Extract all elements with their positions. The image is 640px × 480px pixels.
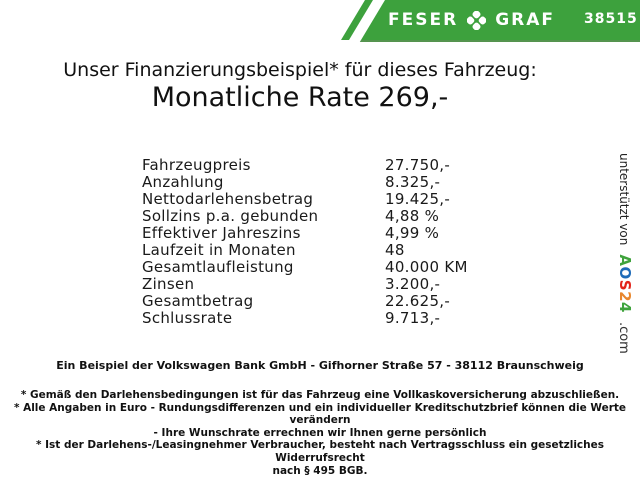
row-value: 8.325,- xyxy=(385,173,441,191)
footnote-line: nach § 495 BGB. xyxy=(272,464,368,477)
row-label: Fahrzeugpreis xyxy=(142,156,251,174)
table-row: Effektiver Jahreszins 4,99 % xyxy=(142,225,502,242)
dealer-number: 38515 xyxy=(584,11,638,27)
row-value: 48 xyxy=(385,241,405,259)
row-label: Schlussrate xyxy=(142,309,233,327)
aos24-domain: .com xyxy=(616,321,631,354)
row-value: 40.000 KM xyxy=(385,258,468,276)
banner-bottom-edge xyxy=(359,40,640,42)
row-value: 4,99 % xyxy=(385,224,440,242)
table-row: Laufzeit in Monaten 48 xyxy=(142,242,502,259)
monthly-rate-title: Monatliche Rate 269,- xyxy=(151,82,449,113)
brand-word-feser: FESER xyxy=(388,10,459,30)
row-value: 22.625,- xyxy=(385,292,451,310)
footnotes: * Gemäß den Darlehensbedingungen ist für… xyxy=(0,389,640,477)
brand-logo: FESER GRAF xyxy=(388,0,555,40)
table-row: Sollzins p.a. gebunden 4,88 % xyxy=(142,208,502,225)
row-label: Sollzins p.a. gebunden xyxy=(142,207,319,225)
row-value: 4,88 % xyxy=(385,207,440,225)
table-row: Nettodarlehensbetrag 19.425,- xyxy=(142,191,502,208)
supported-by: unterstützt von AOS24 .com xyxy=(616,153,634,354)
row-label: Gesamtlaufleistung xyxy=(142,258,294,276)
footnote-line: * Gemäß den Darlehensbedingungen ist für… xyxy=(20,389,620,401)
bank-line: Ein Beispiel der Volkswagen Bank GmbH - … xyxy=(56,359,584,372)
aos24-letter: A xyxy=(616,254,634,267)
table-row: Schlussrate 9.713,- xyxy=(142,310,502,327)
banner-sliver xyxy=(341,0,373,40)
row-value: 9.713,- xyxy=(385,309,441,327)
supported-by-label: unterstützt von xyxy=(617,153,631,246)
finance-table: Fahrzeugpreis 27.750,- Anzahlung 8.325,- Net… xyxy=(142,157,502,327)
table-row: Zinsen 3.200,- xyxy=(142,276,502,293)
brand-word-graf: GRAF xyxy=(495,10,556,30)
aos24-letter: 4 xyxy=(616,302,634,313)
row-value: 27.750,- xyxy=(385,156,451,174)
row-label: Gesamtbetrag xyxy=(142,292,254,310)
footnote-line: * Alle Angaben in Euro - Rundungsdiffere… xyxy=(13,401,627,427)
row-value: 3.200,- xyxy=(385,275,441,293)
footnote-line: - Ihre Wunschrate errechnen wir Ihnen ge… xyxy=(153,426,487,439)
table-row: Anzahlung 8.325,- xyxy=(142,174,502,191)
row-label: Zinsen xyxy=(142,275,195,293)
table-row: Gesamtlaufleistung 40.000 KM xyxy=(142,259,502,276)
aos24-letter: O xyxy=(616,266,634,280)
page-title: Unser Finanzierungsbeispiel* für dieses … xyxy=(63,59,537,81)
banner-main xyxy=(361,0,640,40)
aos24-logo: AOS24 xyxy=(616,254,634,313)
aos24-letter: 2 xyxy=(616,291,634,302)
aos24-letter: S xyxy=(616,279,634,292)
row-label: Nettodarlehensbetrag xyxy=(142,190,314,208)
clover-icon xyxy=(467,10,487,30)
row-value: 19.425,- xyxy=(385,190,451,208)
table-row: Gesamtbetrag 22.625,- xyxy=(142,293,502,310)
footnote-line: * Ist der Darlehens-/Leasingnehmer Verbr… xyxy=(35,439,604,464)
header-banner xyxy=(341,0,640,42)
row-label: Laufzeit in Monaten xyxy=(142,241,296,259)
row-label: Effektiver Jahreszins xyxy=(142,224,301,242)
table-row: Fahrzeugpreis 27.750,- xyxy=(142,157,502,174)
row-label: Anzahlung xyxy=(142,173,224,191)
